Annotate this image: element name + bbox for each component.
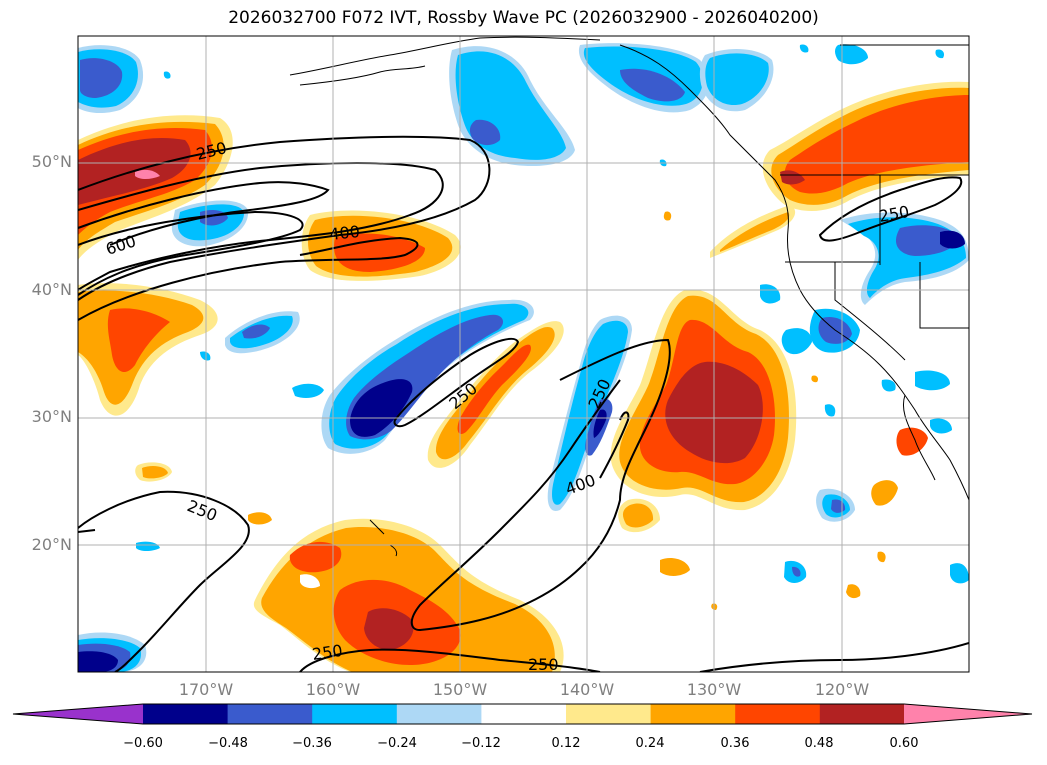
lat-label-40n: 40°N xyxy=(31,280,72,299)
colorbar-under-arrow xyxy=(13,704,143,724)
lon-label-120w: 120°W xyxy=(814,680,870,699)
colorbar-cell xyxy=(481,704,567,724)
colorbar-cell xyxy=(396,704,482,724)
colorbar-cell xyxy=(650,704,736,724)
colorbar-tick: 0.12 xyxy=(551,736,581,751)
colorbar-tick: −0.36 xyxy=(292,736,332,751)
lat-label-50n: 50°N xyxy=(31,152,72,171)
colorbar-tick: −0.48 xyxy=(208,736,248,751)
negative-anomaly-fields xyxy=(78,43,969,672)
contour-label: 400 xyxy=(328,222,360,244)
contour-label: 250 xyxy=(311,641,344,664)
colorbar-tick: −0.12 xyxy=(461,736,501,751)
colorbar-cell xyxy=(566,704,652,724)
gridlines xyxy=(78,36,969,672)
colorbar-cell xyxy=(735,704,821,724)
colorbar-over-arrow xyxy=(904,704,1032,724)
map-frame xyxy=(77,35,970,673)
positive-anomaly-fields xyxy=(78,81,969,672)
rossby-pc-contours xyxy=(78,135,969,672)
colorbar-cell xyxy=(312,704,398,724)
colorbar-cell xyxy=(227,704,313,724)
map-plot-area: 250 600 400 250 250 400 250 250 250 250 xyxy=(78,36,969,674)
colorbar-tick: −0.24 xyxy=(377,736,417,751)
colorbar-cell xyxy=(819,704,905,724)
lon-label-150w: 150°W xyxy=(432,680,488,699)
lon-label-170w: 170°W xyxy=(178,680,234,699)
contour-label: 250 xyxy=(528,655,559,674)
colorbar-tick: 0.36 xyxy=(720,736,750,751)
map-title: 2026032700 F072 IVT, Rossby Wave PC (202… xyxy=(228,8,819,28)
colorbar-tick: 0.48 xyxy=(804,736,834,751)
colorbar-tick: 0.24 xyxy=(635,736,665,751)
lon-label-160w: 160°W xyxy=(305,680,361,699)
lon-label-140w: 140°W xyxy=(559,680,615,699)
colorbar-cell xyxy=(143,704,229,724)
lon-label-130w: 130°W xyxy=(686,680,742,699)
colorbar-tick: 0.60 xyxy=(889,736,919,751)
lat-label-20n: 20°N xyxy=(31,535,72,554)
colorbar xyxy=(12,703,1033,725)
lat-label-30n: 30°N xyxy=(31,407,72,426)
colorbar-tick: −0.60 xyxy=(123,736,163,751)
